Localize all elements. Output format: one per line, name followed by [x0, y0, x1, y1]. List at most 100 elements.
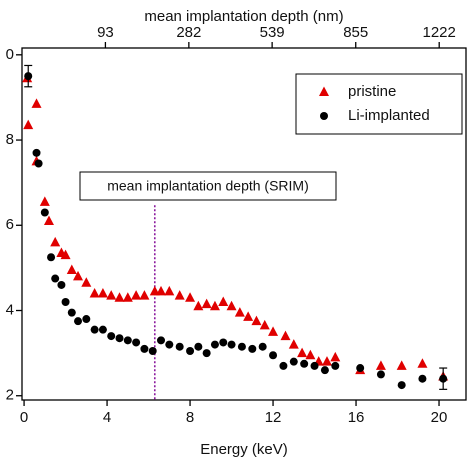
- data-point: [32, 148, 41, 157]
- data-point: [248, 344, 257, 353]
- data-point: [47, 253, 56, 262]
- x2-tick-label: 855: [343, 24, 368, 41]
- data-point: [185, 292, 196, 302]
- data-point: [90, 325, 99, 334]
- data-point: [417, 358, 428, 368]
- y-tick-label: 6: [6, 216, 14, 233]
- data-point: [89, 287, 100, 298]
- legend-marker: [320, 112, 328, 120]
- data-point: [375, 360, 386, 370]
- data-point: [57, 280, 66, 289]
- y-tick-label: 2: [6, 387, 14, 404]
- x-tick-label: 4: [103, 409, 111, 426]
- data-point: [74, 317, 83, 326]
- data-point: [66, 264, 77, 275]
- data-point: [43, 215, 54, 226]
- data-point: [356, 364, 365, 373]
- x-tick-label: 8: [186, 409, 194, 426]
- data-point: [157, 336, 166, 345]
- data-point: [60, 249, 71, 260]
- data-point: [67, 308, 76, 317]
- data-point: [330, 351, 341, 362]
- data-point: [61, 297, 70, 306]
- data-point: [122, 292, 133, 302]
- data-point: [97, 287, 108, 298]
- data-point: [39, 196, 50, 206]
- data-point: [209, 300, 220, 311]
- data-point: [297, 347, 308, 358]
- y-tick-label: 0: [6, 46, 14, 63]
- y-tick-label: 4: [6, 301, 14, 318]
- data-point: [201, 298, 212, 309]
- data-point: [202, 349, 211, 358]
- x-tick-label: 0: [20, 409, 28, 426]
- data-point: [50, 236, 61, 247]
- data-point: [165, 340, 174, 349]
- x-tick-label: 12: [265, 409, 282, 426]
- data-point: [81, 277, 92, 287]
- data-point: [279, 361, 288, 370]
- data-point: [140, 344, 149, 353]
- data-point: [243, 311, 254, 321]
- x2-tick-label: 1222: [423, 24, 456, 41]
- data-point: [131, 290, 142, 300]
- data-point: [132, 338, 141, 347]
- data-point: [226, 300, 237, 311]
- data-point: [331, 361, 340, 370]
- x2-axis-label: mean implantation depth (nm): [144, 8, 343, 25]
- data-point: [193, 300, 204, 311]
- data-point: [115, 334, 124, 343]
- data-point: [210, 340, 219, 349]
- data-point: [34, 159, 43, 168]
- legend-label: pristine: [348, 83, 396, 100]
- data-point: [320, 366, 329, 375]
- x2-tick-label: 539: [260, 24, 285, 41]
- data-point: [376, 370, 385, 379]
- data-point: [310, 361, 319, 370]
- data-point: [397, 381, 406, 390]
- data-point: [259, 319, 270, 330]
- data-point: [268, 326, 279, 336]
- error-bar: [24, 64, 33, 88]
- data-point: [288, 339, 299, 349]
- x2-tick-label: 93: [97, 24, 114, 41]
- data-point: [148, 346, 157, 355]
- data-point: [73, 270, 84, 281]
- x-axis-label: Energy (keV): [200, 441, 288, 458]
- data-point: [258, 342, 267, 351]
- legend-box: [295, 73, 463, 135]
- data-point: [23, 119, 34, 130]
- data-point: [164, 285, 175, 296]
- data-point: [321, 356, 332, 366]
- data-point: [280, 330, 291, 341]
- data-point: [300, 359, 309, 368]
- data-point: [251, 315, 262, 326]
- data-point: [269, 351, 278, 360]
- data-point: [98, 325, 107, 334]
- legend-label: Li-implanted: [348, 107, 430, 124]
- data-point: [418, 374, 427, 383]
- data-point: [237, 342, 246, 351]
- data-point: [106, 290, 117, 300]
- plot-frame: [21, 47, 467, 401]
- x2-tick-label: 282: [176, 24, 201, 41]
- data-point: [156, 285, 167, 296]
- data-point: [396, 360, 407, 370]
- data-point: [174, 290, 185, 300]
- data-point: [219, 338, 228, 347]
- data-point: [31, 98, 42, 108]
- annotation-box: [79, 171, 337, 201]
- data-point: [194, 342, 203, 351]
- data-point: [107, 332, 116, 341]
- data-point: [186, 346, 195, 355]
- legend-marker: [319, 86, 329, 96]
- data-point: [218, 296, 229, 306]
- data-point: [123, 336, 132, 345]
- data-point: [82, 315, 91, 324]
- data-point: [305, 349, 316, 360]
- x-tick-label: 20: [431, 409, 448, 426]
- y-tick-label: 8: [6, 131, 14, 148]
- data-point: [114, 292, 125, 302]
- annotation-text: mean implantation depth (SRIM): [107, 178, 309, 194]
